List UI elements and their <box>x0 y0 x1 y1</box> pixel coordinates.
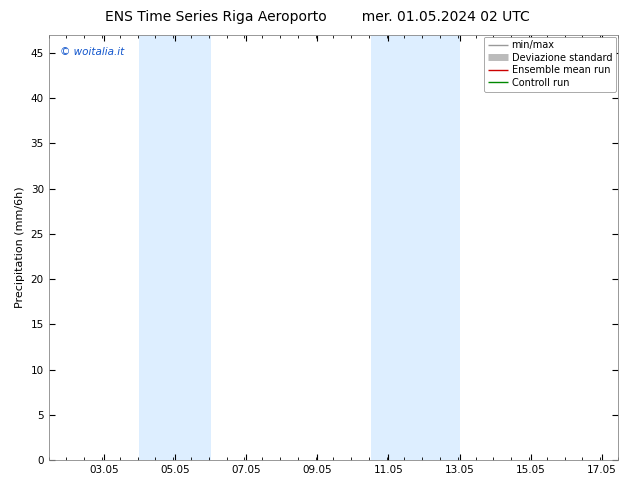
Text: © woitalia.it: © woitalia.it <box>60 48 124 57</box>
Bar <box>139 35 210 460</box>
Legend: min/max, Deviazione standard, Ensemble mean run, Controll run: min/max, Deviazione standard, Ensemble m… <box>484 37 616 92</box>
Y-axis label: Precipitation (mm/6h): Precipitation (mm/6h) <box>15 187 25 308</box>
Bar <box>371 35 460 460</box>
Text: ENS Time Series Riga Aeroporto        mer. 01.05.2024 02 UTC: ENS Time Series Riga Aeroporto mer. 01.0… <box>105 10 529 24</box>
